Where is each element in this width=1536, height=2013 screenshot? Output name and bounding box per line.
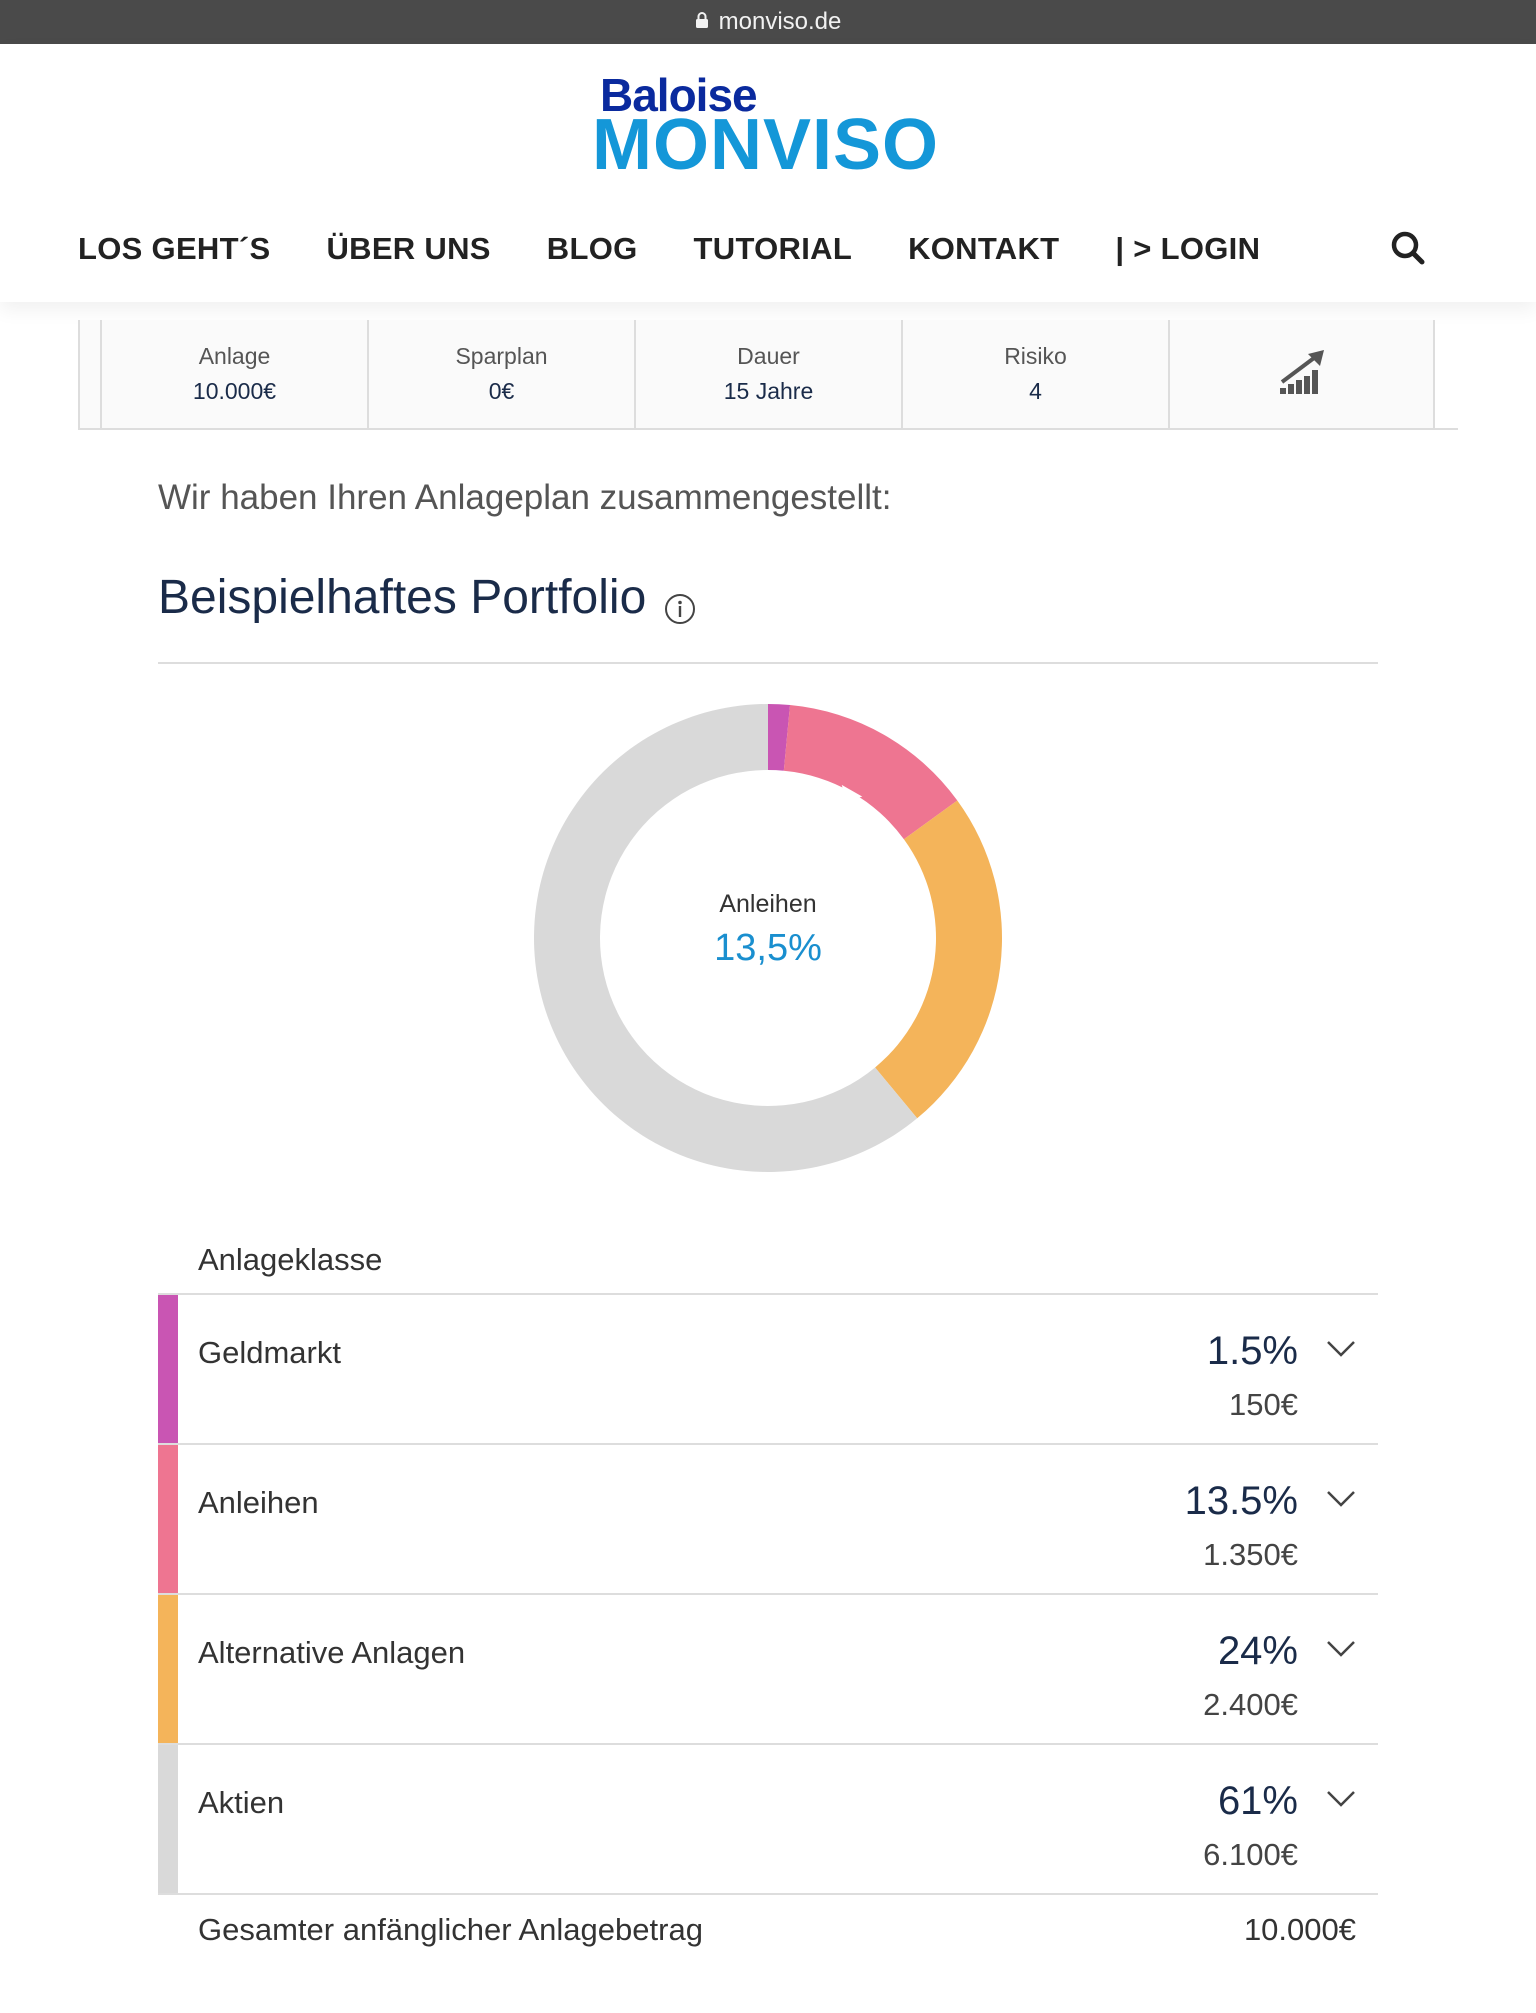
- donut-slice-aktien[interactable]: [534, 704, 918, 1172]
- donut-slice-geldmarkt[interactable]: [768, 704, 791, 771]
- row-amount: 2.400€: [1203, 1687, 1298, 1722]
- summary-value: 10.000€: [192, 378, 277, 404]
- row-name: Geldmarkt: [198, 1335, 341, 1370]
- chevron-down-icon[interactable]: [1326, 1489, 1356, 1509]
- summary-label: Sparplan: [455, 343, 548, 369]
- donut-slice-anleihen[interactable]: [783, 705, 958, 840]
- chart-growth-icon: [1274, 344, 1330, 405]
- main-nav: LOS GEHT´S ÜBER UNS BLOG TUTORIAL KONTAK…: [78, 224, 1316, 274]
- table-header: Anlageklasse: [198, 1242, 383, 1277]
- plan-summary-bar: Anlage 10.000€ Sparplan 0€ Dauer 15 Jahr…: [78, 320, 1458, 430]
- donut-slice-alternative-anlagen[interactable]: [875, 800, 1002, 1119]
- table-row-alternative-anlagen[interactable]: Alternative Anlagen 24% 2.400€: [158, 1595, 1378, 1743]
- total-label: Gesamter anfänglicher Anlagebetrag: [198, 1912, 703, 1947]
- total-value: 10.000€: [1243, 1912, 1356, 1947]
- row-percent: 24%: [1217, 1629, 1298, 1673]
- table-divider: [158, 1443, 1378, 1445]
- summary-label: Anlage: [198, 343, 271, 369]
- donut-selection-pointer: [841, 784, 863, 801]
- search-icon[interactable]: [1388, 228, 1428, 268]
- portfolio-title: Beispielhaftes Portfolio: [158, 570, 696, 625]
- portfolio-title-text: Beispielhaftes Portfolio: [158, 571, 647, 624]
- row-percent: 13.5%: [1184, 1479, 1298, 1523]
- table-divider: [158, 1293, 1378, 1295]
- donut-center-value: 13,5%: [714, 927, 822, 969]
- lock-icon: [695, 8, 709, 36]
- summary-risiko[interactable]: Risiko 4: [901, 320, 1168, 428]
- donut-center: Anleihen 13,5%: [612, 890, 924, 970]
- summary-dauer[interactable]: Dauer 15 Jahre: [634, 320, 901, 428]
- logo-monviso-text: MONVISO: [592, 105, 940, 185]
- portfolio-donut-chart[interactable]: [532, 702, 1004, 1174]
- row-percent: 61%: [1217, 1779, 1298, 1823]
- table-divider: [158, 1743, 1378, 1745]
- nav-kontakt[interactable]: KONTAKT: [908, 231, 1060, 266]
- chevron-down-icon[interactable]: [1326, 1339, 1356, 1359]
- summary-label: Risiko: [1004, 343, 1067, 369]
- table-row-anleihen[interactable]: Anleihen 13.5% 1.350€: [158, 1445, 1378, 1593]
- summary-value: 15 Jahre: [723, 378, 814, 404]
- row-amount: 150€: [1229, 1387, 1298, 1422]
- row-color-bar: [158, 1295, 178, 1443]
- nav-tutorial[interactable]: TUTORIAL: [693, 231, 853, 266]
- info-icon[interactable]: [664, 582, 696, 624]
- intro-text: Wir haben Ihren Anlageplan zusammengeste…: [158, 478, 892, 517]
- summary-sparplan[interactable]: Sparplan 0€: [367, 320, 634, 428]
- row-name: Aktien: [198, 1785, 285, 1820]
- summary-edge: [78, 320, 100, 428]
- summary-chart-button[interactable]: [1168, 320, 1435, 428]
- table-row-geldmarkt[interactable]: Geldmarkt 1.5% 150€: [158, 1295, 1378, 1443]
- logo-baloise-text: Baloise: [600, 69, 758, 121]
- row-name: Anleihen: [198, 1485, 319, 1520]
- summary-label: Dauer: [737, 343, 800, 369]
- summary-value: 4: [1029, 378, 1042, 404]
- row-amount: 1.350€: [1203, 1537, 1298, 1572]
- donut-center-label: Anleihen: [719, 890, 817, 918]
- row-color-bar: [158, 1595, 178, 1743]
- row-percent: 1.5%: [1206, 1329, 1298, 1373]
- summary-anlage[interactable]: Anlage 10.000€: [100, 320, 367, 428]
- nav-los-gehts[interactable]: LOS GEHT´S: [78, 231, 271, 266]
- row-color-bar: [158, 1445, 178, 1593]
- table-divider: [158, 1893, 1378, 1895]
- nav-ueber-uns[interactable]: ÜBER UNS: [326, 231, 491, 266]
- row-name: Alternative Anlagen: [198, 1635, 466, 1670]
- browser-url-bar[interactable]: monviso.de: [0, 0, 1536, 44]
- nav-blog[interactable]: BLOG: [546, 231, 638, 266]
- section-divider: [158, 662, 1378, 664]
- monviso-logo[interactable]: Baloise MONVISO: [592, 58, 952, 185]
- site-header: Baloise MONVISO LOS GEHT´S ÜBER UNS BLOG…: [0, 44, 1536, 302]
- row-amount: 6.100€: [1203, 1837, 1298, 1872]
- table-row-aktien[interactable]: Aktien 61% 6.100€: [158, 1745, 1378, 1893]
- chevron-down-icon[interactable]: [1326, 1639, 1356, 1659]
- nav-login[interactable]: | > LOGIN: [1115, 231, 1261, 266]
- url-text: monviso.de: [718, 8, 842, 35]
- summary-value: 0€: [488, 378, 515, 404]
- chevron-down-icon[interactable]: [1326, 1789, 1356, 1809]
- table-divider: [158, 1593, 1378, 1595]
- row-color-bar: [158, 1745, 178, 1893]
